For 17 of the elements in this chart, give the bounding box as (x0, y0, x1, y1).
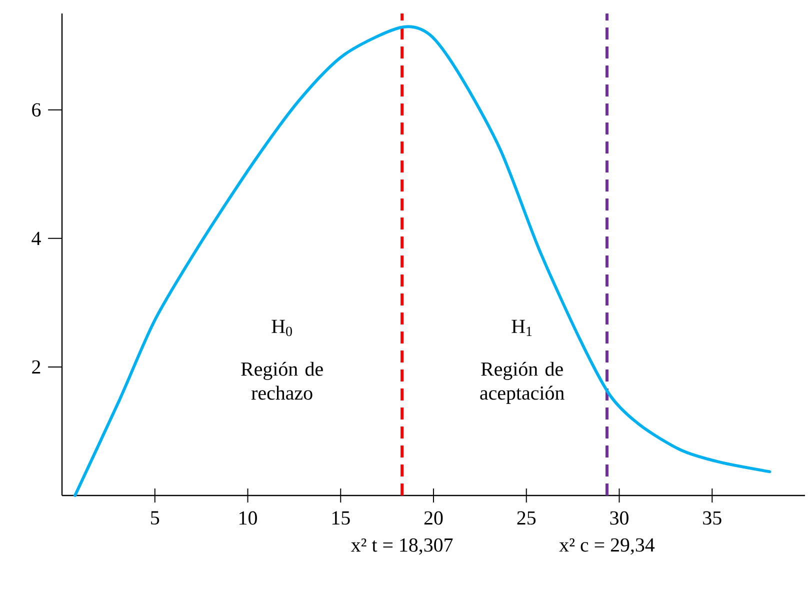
annotation: H$_{1}$ (512, 320, 532, 336)
ref-line-label: x² t = 18,307 (351, 538, 453, 555)
x-tick-label: 35 (703, 511, 722, 525)
x-tick-label: 15 (332, 511, 350, 525)
annotation: Región de rechazo (241, 362, 323, 400)
x-tick-label: 5 (151, 511, 160, 525)
y-tick-label: 4 (32, 232, 41, 245)
x-tick-label: 20 (424, 511, 443, 525)
x-tick-label: 10 (240, 511, 257, 525)
annotation: Región de aceptación (480, 362, 564, 404)
annotation: H$_{0}$ (272, 320, 292, 336)
x-tick-label: 30 (610, 511, 628, 525)
y-tick-label: 2 (32, 360, 40, 374)
y-tick-label: 6 (32, 103, 41, 117)
line-series (74, 25, 772, 497)
x-tick-label: 25 (517, 511, 536, 525)
ref-line-label: x² c = 29,34 (559, 538, 655, 555)
